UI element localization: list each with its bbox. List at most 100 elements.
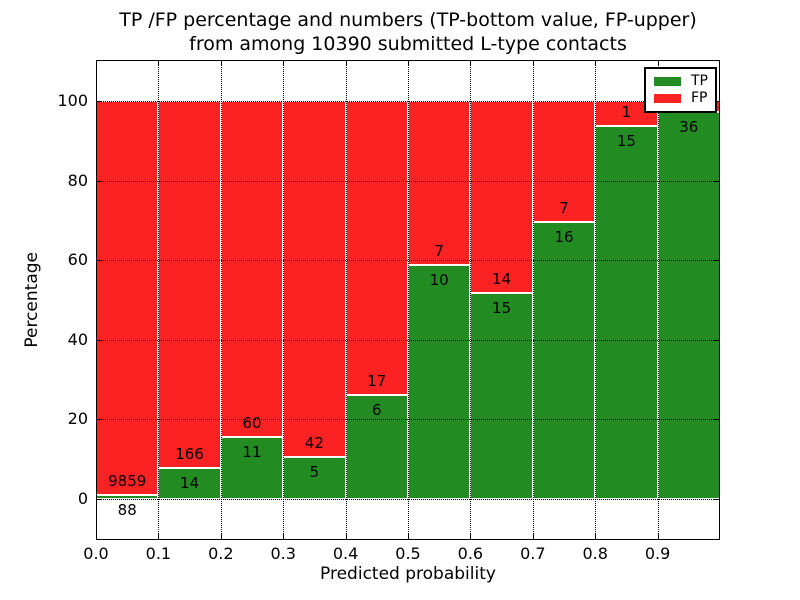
bar-label-tp: 14 <box>180 474 200 493</box>
bar-label-tp: 15 <box>616 131 636 150</box>
grid-line-vertical <box>283 60 285 540</box>
grid-line-vertical <box>595 60 597 540</box>
bar-label-tp: 88 <box>117 501 137 520</box>
grid-line-horizontal <box>96 499 720 500</box>
x-tick-mark <box>470 534 472 540</box>
x-tick-mark <box>158 60 160 66</box>
chart-title-line1: TP /FP percentage and numbers (TP-bottom… <box>119 9 697 31</box>
grid-line-horizontal <box>96 339 720 341</box>
grid-line-horizontal <box>96 100 720 102</box>
bar-label-tp: 36 <box>679 117 699 136</box>
x-tick-label: 0.7 <box>520 544 546 563</box>
bar-label-fp: 7 <box>559 199 569 218</box>
y-tick-mark <box>96 339 102 341</box>
bar-segment-tp <box>532 222 596 499</box>
bar-segment-fp <box>220 100 284 438</box>
bar-label-fp: 60 <box>242 414 262 433</box>
x-tick-mark <box>345 60 347 66</box>
bar-segment-fp <box>532 100 596 223</box>
y-tick-label: 40 <box>67 329 88 349</box>
grid-line-vertical <box>408 60 409 540</box>
x-tick-mark <box>408 534 409 540</box>
y-tick-mark <box>714 100 720 102</box>
bar-segment-tp <box>220 437 284 499</box>
y-tick-mark <box>96 100 102 102</box>
chart-title-line2: from among 10390 submitted L-type contac… <box>189 33 627 55</box>
x-tick-mark <box>345 534 347 540</box>
chart-title: TP /FP percentage and numbers (TP-bottom… <box>96 8 720 56</box>
legend-item-label: TP <box>691 73 708 89</box>
grid-line-vertical <box>158 60 160 540</box>
x-tick-label: 0.9 <box>644 544 671 563</box>
grid-line-vertical <box>532 60 534 540</box>
x-tick-mark <box>96 534 97 540</box>
bar-label-tp: 6 <box>372 401 382 420</box>
bar-segment-tp <box>470 293 533 499</box>
bar-label-fp: 1 <box>621 102 632 121</box>
x-tick-mark <box>158 534 160 540</box>
legend-item: FP <box>654 91 708 106</box>
x-tick-mark <box>96 60 97 66</box>
x-tick-mark <box>470 60 472 66</box>
y-tick-label: 0 <box>77 489 88 508</box>
grid-line-horizontal <box>96 260 720 262</box>
legend: TP FP <box>644 67 717 113</box>
y-tick-label: 100 <box>57 90 88 110</box>
y-tick-label: 20 <box>67 409 88 429</box>
y-tick-mark <box>714 499 720 500</box>
bar-segment-fp <box>408 100 471 265</box>
bar-label-fp: 42 <box>304 433 324 452</box>
y-tick-label: 60 <box>67 250 88 270</box>
y-tick-label: 80 <box>67 170 88 190</box>
bar-segment-fp <box>283 100 346 457</box>
x-tick-mark <box>657 60 659 66</box>
x-tick-label: 0.1 <box>145 544 172 563</box>
y-tick-mark <box>714 339 720 341</box>
bar-segment-tp <box>595 125 658 499</box>
bar-label-tp: 15 <box>492 299 512 318</box>
x-tick-label: 0.5 <box>395 544 421 563</box>
x-tick-mark <box>283 534 285 540</box>
bar-label-fp: 9859 <box>108 472 147 491</box>
x-tick-mark <box>220 60 222 66</box>
grid-line-horizontal <box>96 419 720 421</box>
y-tick-mark <box>714 260 720 262</box>
x-tick-label: 0.0 <box>83 544 109 563</box>
grid-line-vertical <box>657 60 659 540</box>
tp-color-swatch <box>654 77 681 86</box>
bar-segment-fp <box>470 100 533 294</box>
x-tick-mark <box>657 534 659 540</box>
bar-label-fp: 7 <box>434 241 444 260</box>
x-tick-mark <box>220 534 222 540</box>
bar-segment-fp <box>345 100 408 396</box>
bar-segment-tp <box>283 456 346 499</box>
bar-label-fp: 17 <box>367 372 387 391</box>
grid-line-vertical <box>470 60 472 540</box>
x-tick-mark <box>595 60 597 66</box>
bar-label-tp: 16 <box>554 228 574 247</box>
y-tick-mark <box>96 419 102 421</box>
bar-segment-tp <box>657 111 720 499</box>
x-tick-mark <box>532 534 534 540</box>
bar-label-fp: 14 <box>492 270 512 289</box>
y-axis-title: Percentage <box>22 252 42 348</box>
y-tick-mark <box>96 180 102 182</box>
x-tick-label: 0.4 <box>332 544 359 563</box>
y-tick-mark <box>96 499 102 500</box>
y-tick-mark <box>714 180 720 182</box>
x-tick-mark <box>408 60 409 66</box>
x-tick-mark <box>532 60 534 66</box>
x-tick-label: 0.6 <box>457 544 484 563</box>
fp-color-swatch <box>654 94 681 103</box>
x-axis-title: Predicted probability <box>320 564 496 584</box>
bar-label-fp: 166 <box>175 445 204 464</box>
bar-segment-fp <box>96 100 159 496</box>
grid-line-horizontal <box>96 180 720 182</box>
grid-line-vertical <box>220 60 222 540</box>
bar-label-tp: 10 <box>429 270 449 289</box>
legend-item: TP <box>654 73 708 89</box>
x-tick-label: 0.3 <box>270 544 296 563</box>
y-tick-mark <box>96 260 102 262</box>
x-tick-label: 0.8 <box>582 544 608 563</box>
